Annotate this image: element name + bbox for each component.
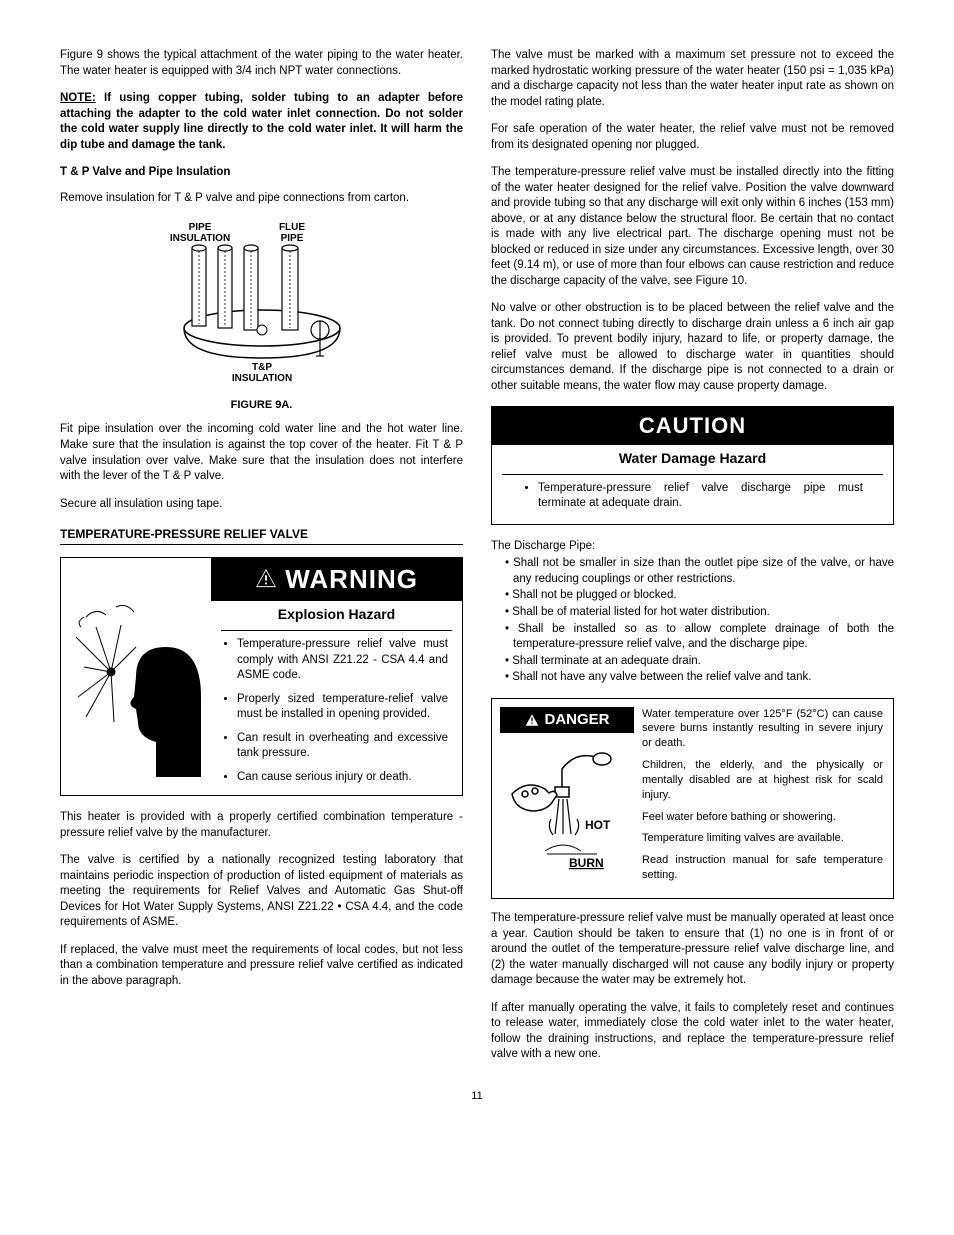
label-tp-2: INSULATION	[231, 373, 291, 384]
label-pipe-2: INSULATION	[169, 233, 229, 244]
warning-item: Temperature-pressure relief valve must c…	[237, 637, 448, 684]
warning-list: Temperature-pressure relief valve must c…	[237, 637, 448, 785]
caution-box: CAUTION Water Damage Hazard Temperature-…	[491, 406, 894, 525]
danger-para: Feel water before bathing or showering.	[642, 810, 883, 825]
label-flue-2: PIPE	[280, 233, 303, 244]
paragraph: If replaced, the valve must meet the req…	[60, 943, 463, 990]
figure-9a-svg: PIPE INSULATION FLUE PIPE	[152, 218, 372, 388]
paragraph: The valve must be marked with a maximum …	[491, 48, 894, 110]
burn-label: BURN	[569, 856, 604, 870]
paragraph: For safe operation of the water heater, …	[491, 122, 894, 153]
warning-item: Properly sized temperature-relief valve …	[237, 692, 448, 723]
alert-triangle-icon	[524, 713, 540, 727]
paragraph: Figure 9 shows the typical attachment of…	[60, 48, 463, 79]
paragraph: Fit pipe insulation over the incoming co…	[60, 422, 463, 484]
discharge-list: Shall not be smaller in size than the ou…	[505, 556, 894, 685]
caution-header: CAUTION	[492, 407, 893, 445]
warning-illustration	[61, 558, 211, 795]
paragraph: Remove insulation for T & P valve and pi…	[60, 191, 463, 207]
paragraph: This heater is provided with a properly …	[60, 810, 463, 841]
discharge-item: Shall be of material listed for hot wate…	[505, 605, 894, 621]
danger-box: DANGER	[491, 698, 894, 899]
page-columns: Figure 9 shows the typical attachment of…	[60, 48, 894, 1075]
paragraph: If after manually operating the valve, i…	[491, 1001, 894, 1063]
discharge-item: Shall not have any valve between the rel…	[505, 670, 894, 686]
caution-list: Temperature-pressure relief valve discha…	[538, 481, 863, 512]
danger-header-text: DANGER	[544, 710, 609, 730]
warning-item: Can cause serious injury or death.	[237, 770, 448, 786]
alert-triangle-icon	[255, 568, 277, 588]
note-text: If using copper tubing, solder tubing to…	[60, 92, 463, 151]
paragraph: The temperature-pressure relief valve mu…	[491, 165, 894, 289]
discharge-item: Shall not be smaller in size than the ou…	[505, 556, 894, 587]
left-column: Figure 9 shows the typical attachment of…	[60, 48, 463, 1075]
warning-subtitle: Explosion Hazard	[211, 601, 462, 626]
discharge-item: Shall be installed so as to allow comple…	[505, 622, 894, 653]
warning-item: Can result in overheating and excessive …	[237, 731, 448, 762]
warning-box: WARNING Explosion Hazard Temperature-pre…	[60, 557, 463, 796]
label-flue-1: FLUE	[278, 222, 304, 233]
danger-illustration: DANGER	[492, 699, 642, 898]
warning-header: WARNING	[211, 558, 462, 601]
label-tp-1: T&P	[252, 362, 272, 373]
note-paragraph: NOTE: If using copper tubing, solder tub…	[60, 91, 463, 153]
danger-text: Water temperature over 125°F (52°C) can …	[642, 699, 893, 898]
figure-9a-caption: FIGURE 9A.	[60, 398, 463, 413]
paragraph: No valve or other obstruction is to be p…	[491, 301, 894, 394]
section-title: TEMPERATURE-PRESSURE RELIEF VALVE	[60, 526, 463, 545]
right-column: The valve must be marked with a maximum …	[491, 48, 894, 1075]
danger-badge: DANGER	[500, 707, 634, 733]
hot-label: HOT	[585, 818, 611, 832]
danger-para: Read instruction manual for safe tempera…	[642, 853, 883, 883]
discharge-title: The Discharge Pipe:	[491, 539, 894, 555]
paragraph: The temperature-pressure relief valve mu…	[491, 911, 894, 989]
danger-para: Temperature limiting valves are availabl…	[642, 831, 883, 846]
caution-subtitle: Water Damage Hazard	[492, 445, 893, 470]
caution-item: Temperature-pressure relief valve discha…	[538, 481, 863, 512]
paragraph: The valve is certified by a nationally r…	[60, 853, 463, 931]
danger-para: Water temperature over 125°F (52°C) can …	[642, 707, 883, 752]
danger-para: Children, the elderly, and the physicall…	[642, 758, 883, 803]
page-number: 11	[60, 1089, 894, 1104]
label-pipe-1: PIPE	[188, 222, 211, 233]
paragraph: Secure all insulation using tape.	[60, 497, 463, 513]
warning-header-text: WARNING	[285, 564, 418, 594]
discharge-item: Shall not be plugged or blocked.	[505, 588, 894, 604]
note-label: NOTE:	[60, 92, 96, 104]
discharge-item: Shall terminate at an adequate drain.	[505, 654, 894, 670]
figure-9a: PIPE INSULATION FLUE PIPE	[60, 218, 463, 412]
subheading: T & P Valve and Pipe Insulation	[60, 165, 463, 181]
